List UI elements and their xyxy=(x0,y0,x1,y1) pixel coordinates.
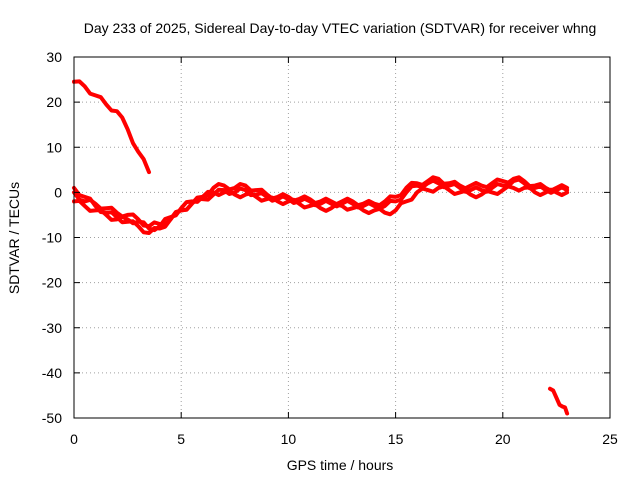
chart-title: Day 233 of 2025, Sidereal Day-to-day VTE… xyxy=(84,20,597,36)
x-tick-label: 20 xyxy=(495,431,511,447)
series-line-arc-main-b xyxy=(72,184,570,233)
y-tick-label: -40 xyxy=(42,365,62,381)
y-tick-label: -10 xyxy=(42,230,62,246)
x-tick-label: 15 xyxy=(388,431,404,447)
series-line-arc-high-early xyxy=(72,79,151,175)
x-tick-labels: 0 5 10 15 20 25 xyxy=(70,431,618,447)
series-line-arc-main-c xyxy=(72,175,570,229)
x-tick-label: 25 xyxy=(602,431,618,447)
y-tick-label: -20 xyxy=(42,275,62,291)
y-tick-label: -50 xyxy=(42,410,62,426)
x-tick-label: 5 xyxy=(177,431,185,447)
y-axis-label: SDTVAR / TECUs xyxy=(6,182,22,294)
y-tick-label: 10 xyxy=(46,139,62,155)
series-line-arc-low-late xyxy=(548,386,570,416)
y-tick-label: 0 xyxy=(54,184,62,200)
y-tick-label: 20 xyxy=(46,94,62,110)
x-tick-label: 0 xyxy=(70,431,78,447)
x-tick-label: 10 xyxy=(281,431,297,447)
x-axis-label: GPS time / hours xyxy=(287,457,394,473)
y-tick-label: -30 xyxy=(42,320,62,336)
y-tick-labels: 30 20 10 0 -10 -20 -30 -40 -50 xyxy=(42,49,62,426)
series-layer xyxy=(72,79,570,416)
grid-lines xyxy=(74,57,610,418)
axis-ticks xyxy=(73,56,611,419)
y-tick-label: 30 xyxy=(46,49,62,65)
